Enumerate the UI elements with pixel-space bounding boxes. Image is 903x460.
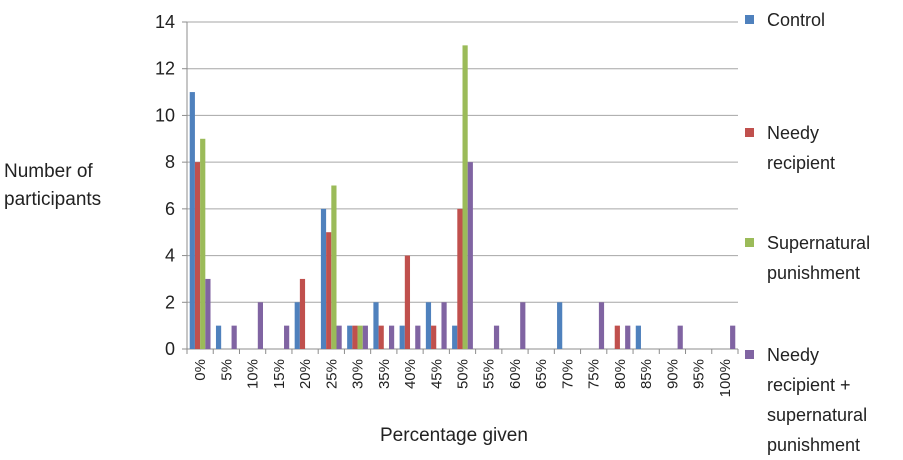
x-tick-label: 50% xyxy=(455,359,472,389)
bar-needy-recipient-supernatural-punishment-90pct xyxy=(677,325,683,349)
bar-needy-recipient-supernatural-punishment-30pct xyxy=(362,325,368,349)
y-tick-label: 8 xyxy=(165,152,175,172)
bar-supernatural-punishment-30pct xyxy=(357,325,363,349)
bar-needy-recipient-30pct xyxy=(352,325,358,349)
y-tick-label: 14 xyxy=(155,12,175,32)
bar-needy-recipient-supernatural-punishment-80pct xyxy=(625,325,631,349)
bar-needy-recipient-80pct xyxy=(614,325,620,349)
bar-control-45pct xyxy=(425,302,432,349)
y-axis-label-line-2: participants xyxy=(4,189,102,210)
legend-label: Control xyxy=(767,5,825,35)
bar-control-50pct xyxy=(452,325,458,349)
bar-needy-recipient-supernatural-punishment-40pct xyxy=(415,325,421,349)
x-tick-label: 5% xyxy=(218,359,235,381)
legend-swatch xyxy=(745,15,754,24)
x-tick-label: 10% xyxy=(245,359,262,389)
x-tick-label: 40% xyxy=(402,359,419,389)
y-tick-label: 4 xyxy=(165,246,175,266)
y-axis-label-line-1: Number of xyxy=(4,161,93,182)
bar-needy-recipient-supernatural-punishment-45pct xyxy=(441,302,447,349)
legend-label-line: Control xyxy=(767,10,826,30)
bar-needy-recipient-supernatural-punishment-10pct xyxy=(257,302,263,349)
legend-swatch xyxy=(745,128,754,137)
bar-supernatural-punishment-0pct xyxy=(200,138,206,349)
legend-label-line: punishment xyxy=(767,263,861,283)
x-tick-labels: 0% 5% 10% 15% 20% 25% 30% 35% 40% 45% 50% 55% 60% 65%… xyxy=(192,359,734,397)
legend-label-line: supernatural xyxy=(767,405,868,425)
x-axis-label: Percentage given xyxy=(380,425,528,446)
x-tick-label: 65% xyxy=(533,359,550,389)
bar-needy-recipient-supernatural-punishment-55pct xyxy=(493,325,500,349)
x-tick-label: 35% xyxy=(376,359,393,389)
legend-label-line: punishment xyxy=(767,435,861,455)
bar-control-20pct xyxy=(294,302,300,349)
legend-label: Supernatural punishment xyxy=(767,228,870,288)
legend-label: Needy recipient xyxy=(767,118,835,178)
y-tick-labels: 0 2 4 6 8 10 12 14 xyxy=(155,12,175,359)
x-tick-label: 30% xyxy=(350,359,367,389)
legend-swatch xyxy=(745,238,754,247)
bar-control-70pct xyxy=(557,302,563,349)
y-tick-label: 10 xyxy=(155,105,175,125)
bar-needy-recipient-supernatural-punishment-50pct xyxy=(467,162,473,349)
legend-label-line: Needy xyxy=(767,123,820,143)
y-tick-label: 12 xyxy=(155,59,175,79)
x-tick-label: 45% xyxy=(428,359,445,389)
bar-needy-recipient-40pct xyxy=(404,255,411,349)
bar-control-40pct xyxy=(399,325,405,349)
legend-label-line: Supernatural xyxy=(767,233,871,253)
bar-needy-recipient-supernatural-punishment-0pct xyxy=(205,278,211,349)
bar-needy-recipient-25pct xyxy=(326,232,332,349)
x-tick-label: 85% xyxy=(638,359,655,389)
bar-needy-recipient-supernatural-punishment-60pct xyxy=(520,302,526,349)
x-tick-label: 70% xyxy=(559,359,576,389)
bar-needy-recipient-supernatural-punishment-15pct xyxy=(284,325,290,349)
bar-needy-recipient-supernatural-punishment-25pct xyxy=(336,325,342,349)
x-tick-label: 15% xyxy=(271,359,288,389)
x-tick-label: 25% xyxy=(323,359,340,389)
x-tick-label: 75% xyxy=(586,359,603,389)
bar-needy-recipient-supernatural-punishment-35pct xyxy=(388,325,395,349)
bar-needy-recipient-35pct xyxy=(378,325,384,349)
y-tick-label: 0 xyxy=(165,339,175,359)
bar-control-0pct xyxy=(189,92,195,349)
bar-needy-recipient-0pct xyxy=(194,162,201,349)
bar-needy-recipient-50pct xyxy=(457,208,463,349)
x-tick-label: 95% xyxy=(691,359,708,389)
bar-supernatural-punishment-50pct xyxy=(462,45,468,350)
legend-label-line: recipient xyxy=(767,153,836,173)
x-tick-label: 90% xyxy=(664,359,681,389)
y-tick-label: 6 xyxy=(165,199,175,219)
bar-needy-recipient-20pct xyxy=(299,278,306,349)
bar-control-30pct xyxy=(347,325,353,349)
bar-needy-recipient-45pct xyxy=(431,325,437,349)
x-tick-label: 60% xyxy=(507,359,524,389)
bar-supernatural-punishment-25pct xyxy=(331,185,337,349)
legend-swatch xyxy=(745,350,754,359)
bar-needy-recipient-supernatural-punishment-75pct xyxy=(598,302,605,349)
x-tick-label: 100% xyxy=(717,359,734,397)
legend-label: Needy recipient + supernatural punishment xyxy=(767,340,867,460)
legend-label-line: recipient + xyxy=(767,375,851,395)
bar-control-85pct xyxy=(635,325,641,349)
bar-needy-recipient-supernatural-punishment-5pct xyxy=(231,325,237,349)
bar-needy-recipient-supernatural-punishment-100pct xyxy=(730,325,736,349)
x-tick-label: 0% xyxy=(192,359,209,381)
bar-control-5pct xyxy=(215,325,222,349)
x-tick-label: 55% xyxy=(481,359,498,389)
legend-label-line: Needy xyxy=(767,345,820,365)
bar-control-25pct xyxy=(320,208,327,349)
bars xyxy=(189,45,736,350)
x-tick-label: 20% xyxy=(297,359,314,389)
x-tick-label: 80% xyxy=(612,359,629,389)
bar-control-35pct xyxy=(373,302,379,349)
y-tick-label: 2 xyxy=(165,292,175,312)
